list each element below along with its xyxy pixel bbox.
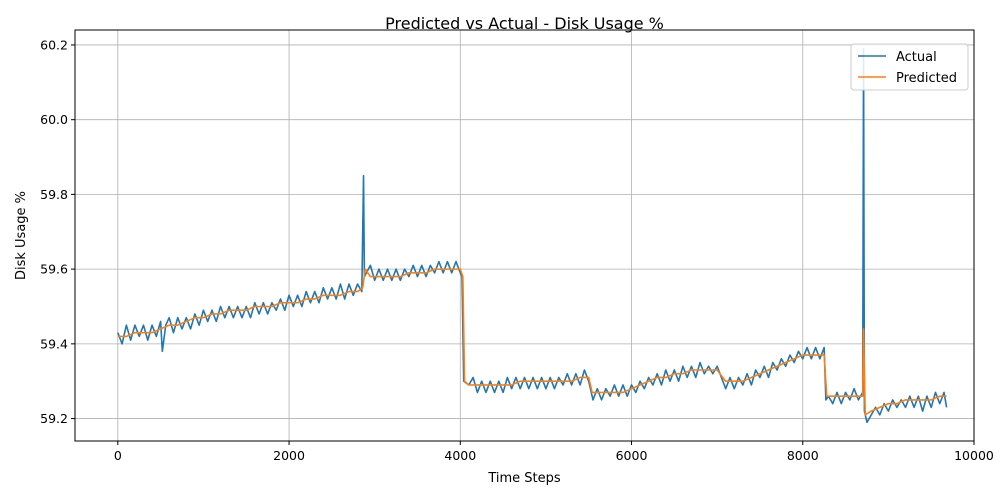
y-tick-label: 59.8 (40, 187, 68, 202)
grid (75, 30, 975, 441)
legend-label-predicted: Predicted (896, 71, 957, 86)
x-axis: 0 2000 4000 6000 8000 10000 (114, 441, 994, 463)
x-tick-label: 6000 (616, 448, 648, 463)
y-axis: 59.2 59.4 59.6 59.8 60.0 60.2 (40, 37, 75, 426)
x-tick-label: 4000 (444, 448, 476, 463)
chart-title: Predicted vs Actual - Disk Usage % (385, 14, 664, 33)
x-tick-label: 2000 (273, 448, 305, 463)
x-tick-label: 0 (114, 448, 122, 463)
legend-label-actual: Actual (896, 50, 937, 65)
y-tick-label: 59.6 (40, 262, 68, 277)
y-tick-label: 59.2 (40, 411, 68, 426)
x-tick-label: 8000 (787, 448, 819, 463)
x-axis-label: Time Steps (487, 471, 561, 486)
y-tick-label: 60.2 (40, 37, 68, 52)
y-axis-label: Disk Usage % (14, 191, 29, 280)
y-tick-label: 59.4 (40, 336, 68, 351)
x-tick-label: 10000 (954, 448, 994, 463)
series-line-predicted (117, 268, 947, 416)
series-layer (117, 47, 948, 424)
y-tick-label: 60.0 (40, 112, 68, 127)
plot-frame (74, 29, 975, 442)
legend: Actual Predicted (850, 43, 969, 91)
